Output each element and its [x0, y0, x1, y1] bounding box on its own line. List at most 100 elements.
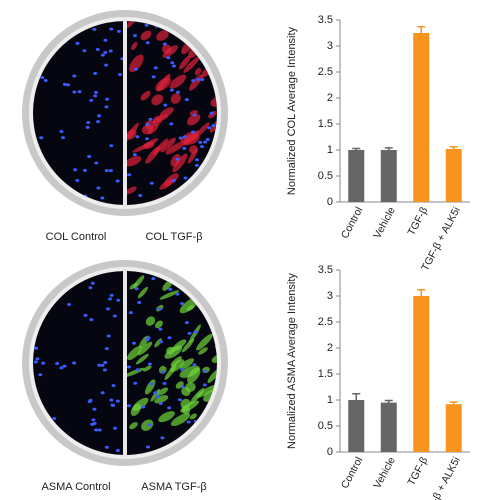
nucleus: [133, 381, 138, 385]
nucleus: [112, 314, 117, 318]
stain: [129, 282, 138, 290]
nucleus: [108, 49, 113, 53]
nucleus: [160, 370, 165, 374]
nucleus: [147, 362, 152, 366]
stain: [197, 195, 216, 205]
nucleus: [105, 97, 110, 101]
nucleus: [155, 395, 160, 399]
nucleus: [198, 140, 203, 144]
nucleus: [186, 420, 191, 424]
stain: [196, 275, 210, 286]
stain: [164, 345, 183, 359]
nucleus: [82, 168, 87, 172]
stain: [189, 387, 205, 405]
nucleus: [100, 391, 105, 395]
y-tick-label: 1.5: [318, 118, 333, 130]
nucleus: [134, 287, 139, 291]
y-tick-label: 1.5: [318, 368, 333, 380]
nucleus: [166, 56, 171, 60]
nucleus: [72, 74, 77, 78]
nucleus: [169, 122, 174, 126]
nucleus: [206, 293, 211, 297]
nucleus: [145, 137, 150, 141]
nucleus: [176, 90, 181, 94]
divider: [123, 18, 127, 208]
y-tick-label: 2.5: [318, 316, 333, 328]
nucleus: [202, 383, 207, 387]
image-label: ASMA TGF-β: [141, 481, 206, 493]
nucleus: [175, 157, 180, 161]
nucleus: [145, 122, 150, 126]
nucleus: [113, 426, 118, 430]
stain: [125, 186, 137, 195]
nucleus: [196, 78, 201, 82]
x-tick-label: TGF-β: [405, 455, 430, 488]
nucleus: [94, 428, 99, 432]
nucleus: [180, 385, 185, 389]
nucleus: [145, 41, 150, 45]
nucleus: [59, 129, 64, 133]
nucleus: [77, 90, 82, 94]
nucleus: [205, 138, 210, 142]
nucleus: [195, 198, 200, 202]
nucleus: [148, 117, 153, 121]
nucleus: [127, 404, 132, 408]
nucleus: [43, 78, 48, 82]
nucleus: [103, 38, 108, 42]
stain: [210, 292, 217, 307]
error-bar: [352, 147, 361, 152]
nucleus: [102, 368, 107, 372]
stain: [140, 90, 151, 101]
nucleus: [182, 146, 187, 150]
nucleus: [96, 186, 101, 190]
stain: [196, 333, 213, 351]
nucleus: [55, 361, 60, 365]
nucleus: [97, 363, 102, 367]
error-bar: [449, 401, 458, 407]
nucleus: [192, 113, 197, 117]
stain: [162, 45, 178, 58]
stain: [129, 54, 144, 73]
stain: [137, 286, 148, 299]
nucleus: [127, 173, 132, 177]
stain: [159, 178, 174, 190]
stain: [186, 305, 195, 311]
bar: [380, 402, 397, 452]
nucleus: [162, 42, 167, 46]
stain: [160, 137, 176, 153]
stain: [199, 281, 211, 292]
nucleus: [100, 363, 105, 367]
nucleus: [157, 307, 162, 311]
nucleus: [131, 341, 136, 345]
bar: [380, 150, 397, 202]
nucleus: [192, 363, 197, 367]
stain: [142, 365, 152, 372]
nucleus: [59, 366, 64, 370]
nucleus: [91, 418, 96, 422]
stain: [153, 138, 169, 155]
error-bar: [384, 399, 393, 405]
nucleus: [170, 61, 175, 65]
nucleus: [34, 346, 39, 350]
error-bar: [417, 289, 426, 303]
stain: [155, 77, 171, 92]
stain: [195, 442, 202, 451]
bar: [413, 33, 430, 202]
nucleus: [209, 111, 214, 115]
error-bar: [417, 26, 426, 40]
nucleus: [211, 124, 216, 128]
bar: [348, 400, 365, 452]
y-tick-label: 1: [327, 144, 333, 156]
nucleus: [116, 298, 121, 302]
nucleus: [180, 302, 185, 306]
nucleus: [158, 402, 163, 406]
nucleus: [158, 327, 163, 331]
stain: [202, 39, 217, 47]
x-tick-label: Control: [339, 455, 365, 491]
nucleus: [118, 72, 123, 76]
nucleus: [97, 114, 102, 118]
nucleus: [38, 373, 43, 377]
nucleus: [132, 34, 137, 38]
nucleus: [52, 278, 57, 282]
image-label: COL Control: [46, 231, 107, 243]
